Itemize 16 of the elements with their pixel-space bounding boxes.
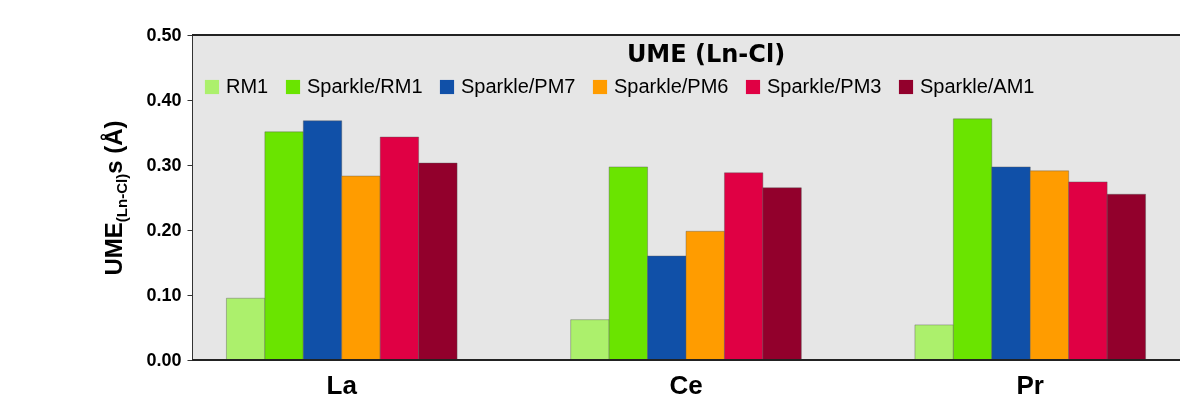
x-tick-label: La	[326, 369, 358, 400]
chart-title: UME (Ln-Cl)	[626, 40, 786, 68]
y-tick-label: 0.40	[146, 89, 182, 110]
x-tick-label: Ce	[669, 369, 703, 400]
y-tick-label: 0.20	[146, 219, 182, 240]
legend-label: Sparkle/RM1	[307, 75, 423, 97]
legend-label: Sparkle/PM3	[767, 75, 882, 97]
legend-label: Sparkle/PM6	[614, 75, 729, 97]
legend-label: RM1	[226, 75, 269, 97]
legend-label: Sparkle/AM1	[920, 75, 1035, 97]
legend-label: Sparkle/PM7	[461, 75, 576, 97]
y-tick-label: 0.10	[146, 284, 182, 305]
y-tick-label: 0.50	[146, 24, 182, 45]
y-tick-label: 0.30	[146, 154, 182, 175]
y-tick-label: 0.00	[146, 349, 182, 370]
x-tick-label: Pr	[1016, 369, 1044, 400]
